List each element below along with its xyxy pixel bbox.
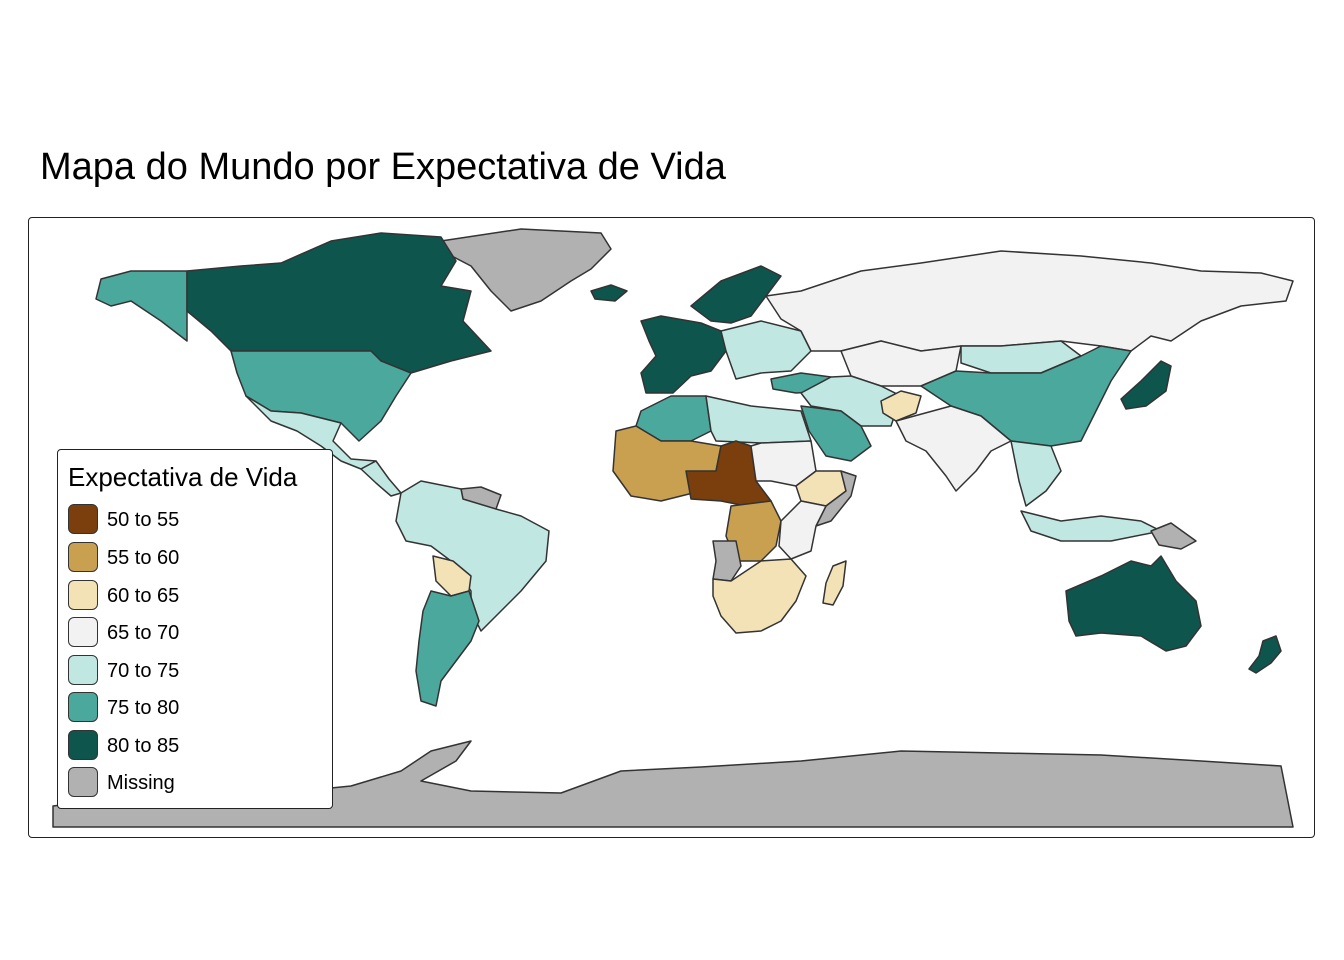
- legend-swatch: [68, 767, 98, 797]
- region-australia[interactable]: [1065, 555, 1202, 652]
- region-new-zealand[interactable]: [1248, 635, 1282, 674]
- region-eastern-europe[interactable]: [720, 320, 812, 380]
- map-frame: [28, 217, 1315, 838]
- legend-label: 50 to 55: [107, 509, 180, 531]
- region-central-america[interactable]: [360, 460, 402, 497]
- region-southeast-asia[interactable]: [1010, 440, 1062, 507]
- region-japan[interactable]: [1120, 360, 1172, 410]
- region-congo[interactable]: [725, 500, 782, 562]
- legend-label: 80 to 85: [107, 735, 180, 757]
- region-madagascar[interactable]: [822, 560, 847, 606]
- legend-swatch: [68, 617, 98, 647]
- region-western-europe[interactable]: [640, 315, 727, 394]
- region-angola[interactable]: [712, 540, 742, 582]
- region-libya-egypt[interactable]: [705, 395, 812, 444]
- region-somalia[interactable]: [815, 470, 857, 527]
- region-indonesia[interactable]: [1020, 510, 1162, 542]
- legend-label: 65 to 70: [107, 622, 180, 644]
- region-brazil[interactable]: [395, 480, 550, 632]
- region-alaska[interactable]: [95, 270, 188, 342]
- region-greenland[interactable]: [440, 228, 612, 312]
- legend-swatch: [68, 655, 98, 685]
- legend: Expectativa de Vida 50 to 55 55 to 60 60…: [57, 449, 333, 809]
- legend-swatch: [68, 542, 98, 572]
- region-russia[interactable]: [765, 250, 1294, 352]
- region-india[interactable]: [895, 405, 1012, 492]
- region-southern-africa[interactable]: [712, 558, 807, 634]
- region-argentina[interactable]: [415, 590, 480, 707]
- region-east-africa[interactable]: [778, 500, 827, 560]
- legend-label: Missing: [107, 772, 175, 794]
- legend-swatch: [68, 580, 98, 610]
- legend-swatch: [68, 692, 98, 722]
- world-map[interactable]: [29, 218, 1315, 838]
- legend-label: 70 to 75: [107, 660, 180, 682]
- region-papua-new-guinea[interactable]: [1150, 522, 1197, 550]
- legend-label: 60 to 65: [107, 585, 180, 607]
- region-iceland[interactable]: [590, 284, 628, 302]
- region-afghanistan[interactable]: [880, 390, 922, 422]
- legend-label: 55 to 60: [107, 547, 180, 569]
- region-scandinavia[interactable]: [690, 265, 782, 324]
- legend-label: 75 to 80: [107, 697, 180, 719]
- map-title: Mapa do Mundo por Expectativa de Vida: [40, 146, 726, 188]
- legend-title: Expectativa de Vida: [68, 462, 298, 492]
- legend-swatch: [68, 504, 98, 534]
- legend-swatch: [68, 730, 98, 760]
- region-saudi-arabia[interactable]: [800, 405, 872, 462]
